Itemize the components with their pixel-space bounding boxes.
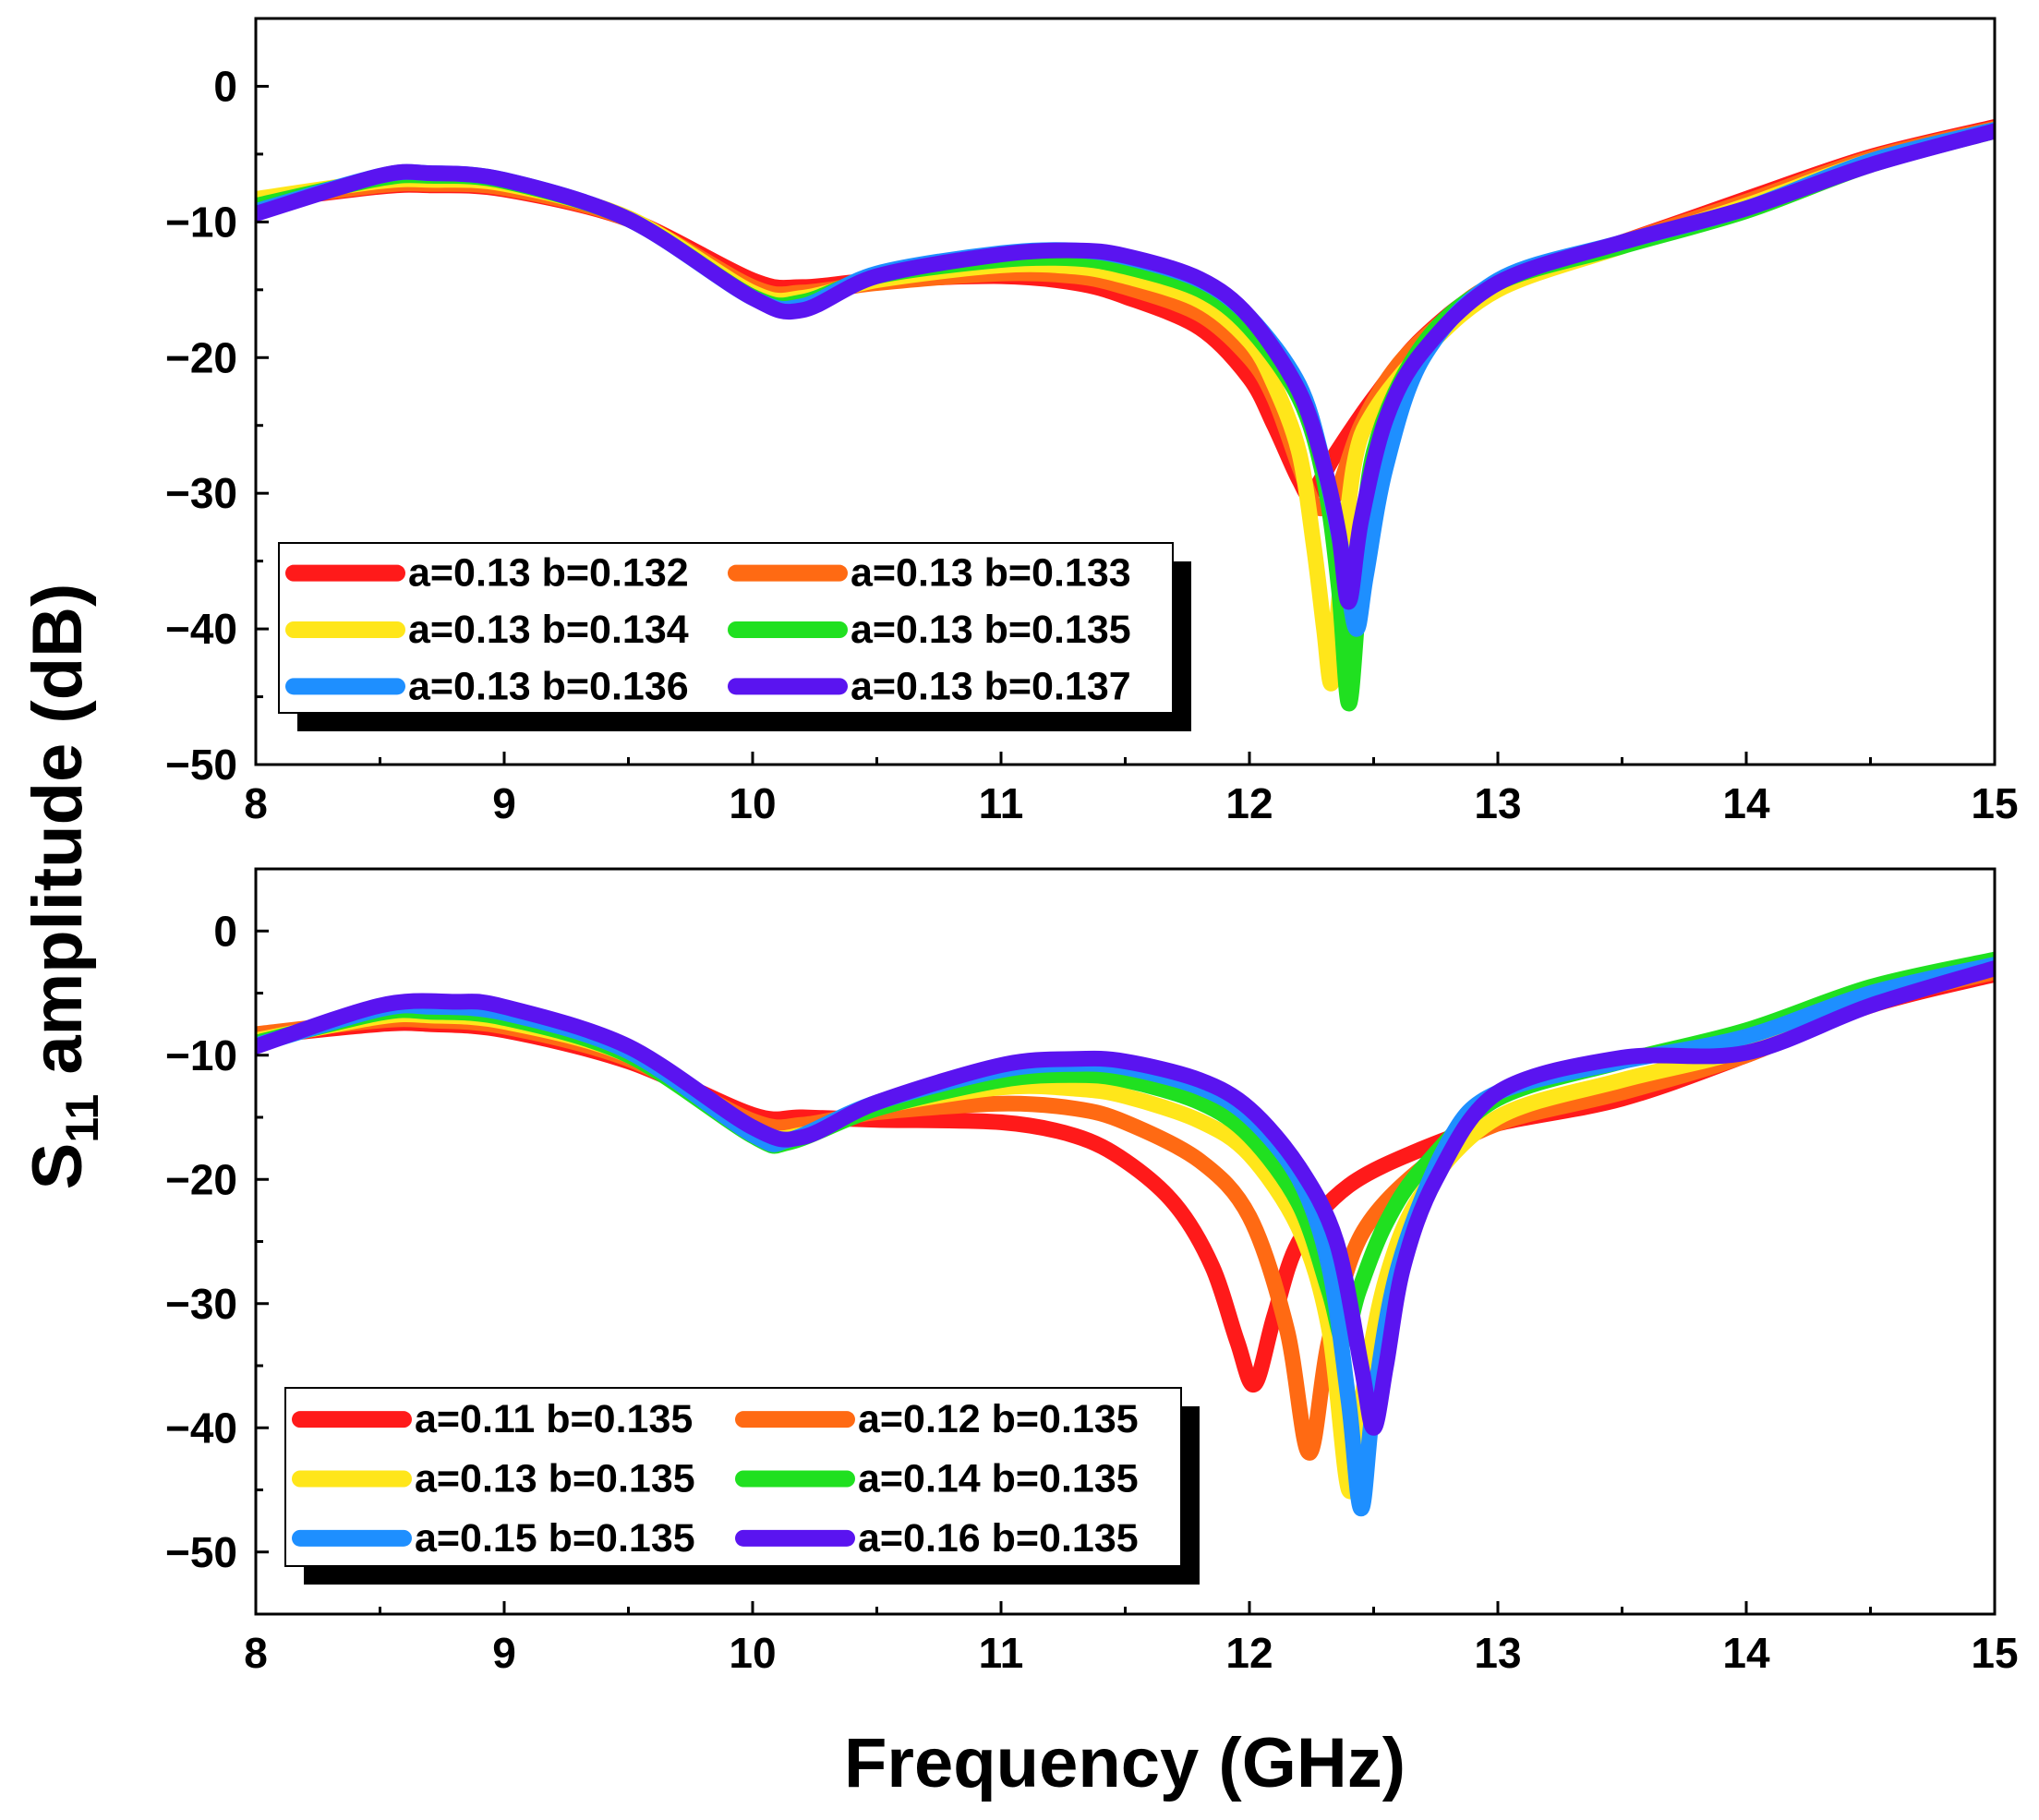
y-axis-title-subscript: 11 xyxy=(56,1094,108,1143)
bottom-x-tick-label: 10 xyxy=(729,1629,776,1677)
bottom-x-tick-label: 14 xyxy=(1722,1629,1770,1677)
s11-figure: S11 amplitude (dB) 8 9 10 11 12 13 14 150−10−20… xyxy=(0,0,2039,1820)
bottom-legend-label-3: a=0.13 b=0.135 xyxy=(415,1457,695,1501)
top-x-tick-label: 8 xyxy=(244,779,268,827)
bottom-y-tick-label: 0 xyxy=(213,907,237,955)
top-legend: a=0.13 b=0.132 a=0.13 b=0.133 a=0.13 b=0.1… xyxy=(279,543,1191,731)
y-axis-title: S11 amplitude (dB) xyxy=(18,584,108,1190)
bottom-x-tick-label: 8 xyxy=(244,1629,268,1677)
bottom-x-tick-label: 9 xyxy=(492,1629,516,1677)
top-x-tick-label: 15 xyxy=(1971,779,2018,827)
x-axis-title: Frequency (GHz) xyxy=(844,1724,1406,1802)
bottom-legend-label-5: a=0.15 b=0.135 xyxy=(415,1516,695,1561)
top-x-tick-label: 9 xyxy=(492,779,516,827)
bottom-x-tick-label: 13 xyxy=(1474,1629,1521,1677)
bottom-x-tick-label: 15 xyxy=(1971,1629,2018,1677)
bottom-y-tick-label: −40 xyxy=(165,1404,237,1452)
top-panel: 8 9 10 11 12 13 14 15 0 −10 −20 −30 −40 −50 a=0.13 b=… xyxy=(165,18,2019,827)
top-legend-label-6: a=0.13 b=0.137 xyxy=(851,664,1131,708)
top-y-tick-label: −50 xyxy=(165,741,237,789)
top-x-tick-label: 12 xyxy=(1225,779,1273,827)
bottom-y-tick-label: −10 xyxy=(165,1031,237,1079)
top-y-tick-label: −10 xyxy=(165,198,237,246)
y-axis-title-main: S xyxy=(18,1143,97,1190)
bottom-y-tick-label: −50 xyxy=(165,1528,237,1576)
top-y-tick-label: −20 xyxy=(165,333,237,381)
top-x-tick-label: 11 xyxy=(979,779,1024,827)
top-y-tick-label: −30 xyxy=(165,469,237,517)
top-x-tick-label: 13 xyxy=(1474,779,1521,827)
top-x-tick-label: 14 xyxy=(1722,779,1770,827)
bottom-legend-label-6: a=0.16 b=0.135 xyxy=(858,1516,1139,1561)
bottom-x-tick-label: 11 xyxy=(979,1629,1024,1677)
bottom-panel: 8 9 10 11 12 13 14 15 0 −10 −20 −30 −40 −50 a=0.11 b=… xyxy=(165,869,2019,1677)
bottom-legend: a=0.11 b=0.135 a=0.12 b=0.135 a=0.13 b=0.1… xyxy=(285,1388,1200,1585)
bottom-x-tick-label: 12 xyxy=(1225,1629,1273,1677)
bottom-legend-label-2: a=0.12 b=0.135 xyxy=(858,1397,1139,1441)
top-legend-label-5: a=0.13 b=0.136 xyxy=(408,664,689,708)
top-legend-label-4: a=0.13 b=0.135 xyxy=(851,608,1131,652)
bottom-legend-label-1: a=0.11 b=0.135 xyxy=(415,1397,693,1441)
top-legend-label-2: a=0.13 b=0.133 xyxy=(851,551,1131,596)
bottom-y-tick-label: −30 xyxy=(165,1280,237,1328)
y-axis-title-rest: amplitude (dB) xyxy=(18,584,97,1094)
top-y-tick-label: 0 xyxy=(213,62,237,110)
top-legend-label-3: a=0.13 b=0.134 xyxy=(408,608,689,652)
top-legend-label-1: a=0.13 b=0.132 xyxy=(408,551,689,596)
top-x-tick-label: 10 xyxy=(729,779,776,827)
bottom-y-tick-label: −20 xyxy=(165,1155,237,1203)
top-y-tick-label: −40 xyxy=(165,605,237,653)
bottom-legend-label-4: a=0.14 b=0.135 xyxy=(858,1457,1139,1501)
